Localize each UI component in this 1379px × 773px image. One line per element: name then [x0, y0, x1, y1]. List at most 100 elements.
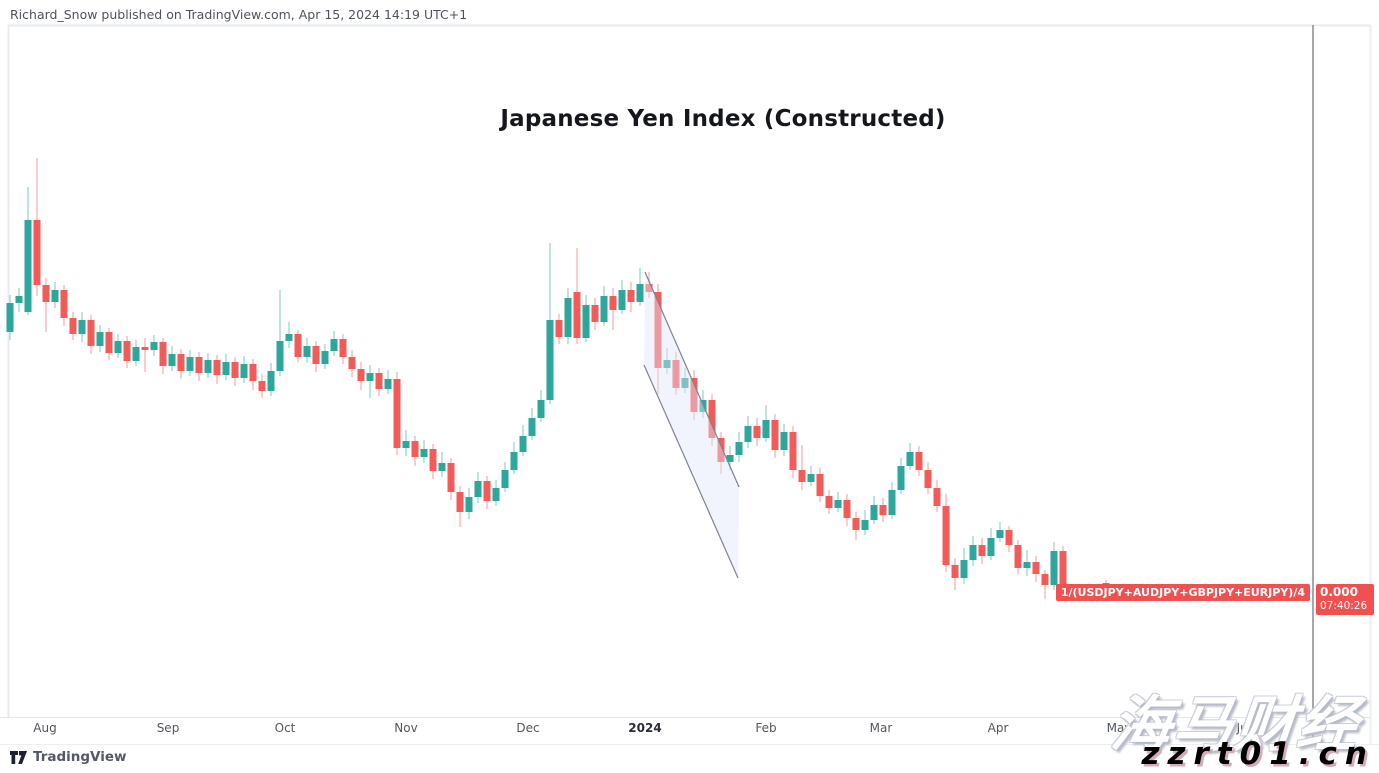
watermark-url-text: zzrt01.cn	[1141, 736, 1375, 772]
candle-down	[924, 470, 932, 488]
candle-up	[906, 452, 914, 466]
candle-down	[1014, 545, 1022, 568]
candle-down	[753, 426, 761, 438]
candle-up	[474, 481, 482, 497]
candle-down	[717, 438, 725, 462]
candle-up	[834, 500, 842, 508]
candle-down	[951, 565, 959, 578]
candle-up	[663, 360, 671, 368]
candle-down	[771, 420, 779, 450]
candle-up	[996, 530, 1004, 538]
candle-up	[78, 320, 86, 334]
candle-down	[852, 518, 860, 530]
candle-down	[375, 373, 383, 389]
candle-down	[843, 500, 851, 518]
candle-down	[879, 505, 887, 515]
candle-down	[429, 449, 437, 471]
candle-down	[456, 492, 464, 512]
candle-up	[168, 354, 176, 366]
candle-up	[1023, 562, 1031, 568]
time-axis-label: Dec	[516, 721, 540, 735]
time-axis-label: Jun	[1236, 721, 1256, 735]
candle-up	[519, 436, 527, 452]
candle-down	[141, 347, 149, 350]
candle-up	[465, 497, 473, 512]
candle-down	[1041, 574, 1049, 585]
candle-down	[942, 506, 950, 565]
candle-up	[186, 357, 194, 371]
candle-up	[600, 296, 608, 322]
candle-down	[87, 320, 95, 346]
candle-up	[366, 373, 374, 381]
candle-down	[258, 381, 266, 391]
candle-down	[483, 481, 491, 501]
time-axis-label: Oct	[274, 721, 296, 735]
time-axis-label: Aug	[33, 721, 57, 735]
last-price-value: 0.000	[1320, 585, 1358, 599]
candle-up	[132, 347, 140, 361]
time-axis-label: Feb	[755, 721, 777, 735]
candle-down	[393, 379, 401, 448]
time-axis-label: May	[1106, 721, 1132, 735]
candle-up	[384, 379, 392, 389]
candle-down	[690, 378, 698, 412]
candle-up	[321, 351, 329, 364]
time-axis-label: Mar	[869, 721, 893, 735]
candle-up	[276, 341, 284, 371]
candle-up	[564, 298, 572, 337]
candle-up	[15, 296, 23, 303]
time-axis-label: Apr	[987, 721, 1009, 735]
candle-down	[555, 320, 563, 337]
candle-up	[267, 371, 275, 391]
tradingview-brand-link[interactable]: TradingView	[10, 749, 127, 765]
candle-up	[735, 442, 743, 455]
candle-down	[294, 334, 302, 357]
candle-up	[780, 432, 788, 450]
candle-down	[573, 292, 581, 338]
candle-up	[96, 332, 104, 346]
candle-up	[870, 505, 878, 520]
candle-down	[447, 463, 455, 492]
candle-up	[636, 284, 644, 302]
candle-down	[789, 432, 797, 470]
candle-up	[303, 346, 311, 357]
candle-down	[33, 220, 41, 285]
candle-down	[591, 305, 599, 322]
candle-up	[24, 220, 32, 312]
candle-up	[240, 364, 248, 378]
candle-up	[492, 488, 500, 501]
candle-up	[1050, 551, 1058, 585]
bar-countdown: 07:40:26	[1320, 600, 1368, 612]
candle-down	[312, 346, 320, 364]
candle-down	[159, 342, 167, 366]
candle-up	[897, 466, 905, 490]
candles	[6, 158, 1110, 601]
candle-down	[357, 369, 365, 381]
candle-down	[105, 332, 113, 353]
candle-up	[861, 520, 869, 530]
candle-down	[627, 290, 635, 302]
channel-lower-line[interactable]	[643, 364, 739, 579]
chart-title: Japanese Yen Index (Constructed)	[500, 106, 946, 132]
candle-up	[969, 545, 977, 560]
candle-up	[744, 426, 752, 442]
candle-down	[1005, 530, 1013, 545]
candle-up	[582, 305, 590, 338]
candle-up	[960, 560, 968, 578]
candle-down	[249, 364, 257, 381]
candle-up	[222, 362, 230, 375]
candle-down	[42, 285, 50, 302]
candle-up	[150, 342, 158, 350]
candle-down	[60, 290, 68, 318]
candle-up	[285, 334, 293, 341]
channel-upper-line[interactable]	[644, 271, 740, 488]
candle-down	[177, 354, 185, 371]
candle-up	[438, 463, 446, 471]
last-price-box: 0.000 07:40:26	[1316, 584, 1374, 615]
candle-down	[798, 470, 806, 482]
candle-up	[501, 470, 509, 488]
candle-up	[420, 449, 428, 457]
candle-up	[204, 360, 212, 373]
